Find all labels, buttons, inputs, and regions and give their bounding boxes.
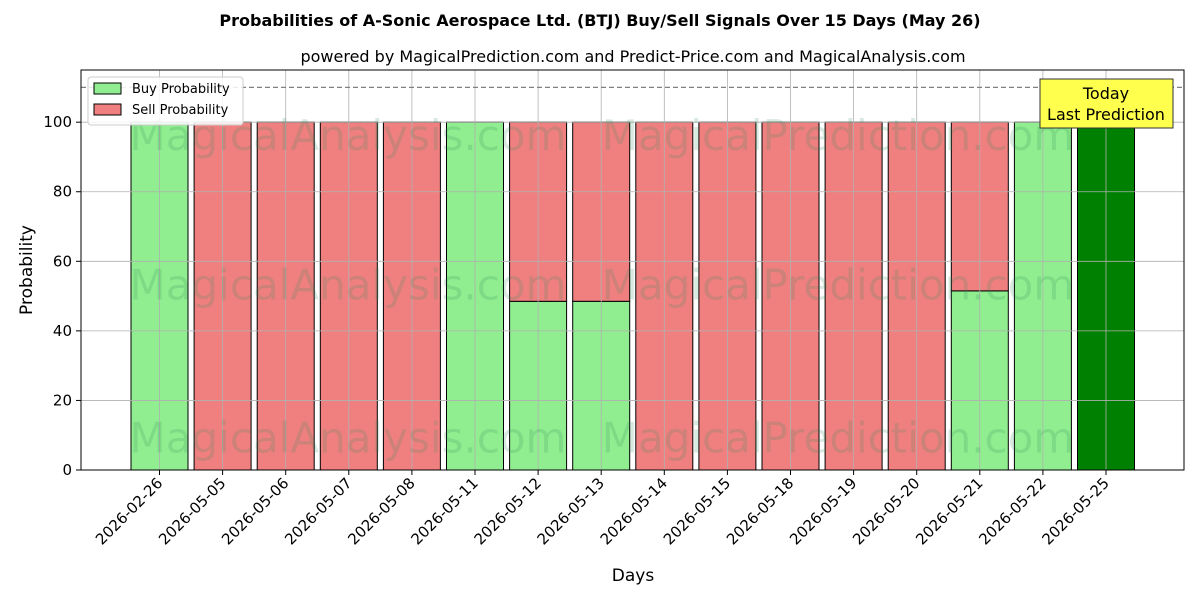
x-tick-label: 2026-05-08 — [344, 474, 418, 548]
x-tick-label: 2026-05-25 — [1038, 474, 1112, 548]
x-tick-label: 2026-05-14 — [597, 474, 671, 548]
today-annotation-text: Last Prediction — [1047, 105, 1165, 124]
y-tick-label: 80 — [53, 183, 72, 201]
x-tick-label: 2026-05-06 — [218, 474, 292, 548]
x-tick-label: 2026-05-12 — [471, 474, 545, 548]
x-tick-label: 2026-05-20 — [849, 474, 923, 548]
x-axis-label: Days — [612, 566, 655, 586]
watermark-text: MagicalPrediction.com — [602, 111, 1075, 160]
x-tick-label: 2026-05-15 — [660, 474, 734, 548]
y-axis-label: Probability — [17, 225, 37, 315]
x-tick-label: 2026-05-18 — [723, 474, 797, 548]
legend-swatch — [93, 103, 122, 116]
plot-frame — [80, 69, 1185, 471]
legend-box — [87, 76, 244, 126]
legend-label: Sell Probability — [132, 103, 229, 118]
y-tick-label: 60 — [53, 252, 72, 270]
watermark-text: MagicalAnalysis.com — [130, 261, 567, 310]
x-tick-label: 2026-05-22 — [975, 474, 1049, 548]
x-tick-label: 2026-02-26 — [92, 474, 166, 548]
x-tick-label: 2026-05-05 — [155, 474, 229, 548]
watermark-text: MagicalPrediction.com — [602, 414, 1075, 463]
x-tick-label: 2026-05-11 — [407, 474, 481, 548]
x-tick-label: 2026-05-19 — [786, 474, 860, 548]
x-tick-label: 2026-05-21 — [912, 474, 986, 548]
plot-area: MagicalAnalysis.com MagicalPrediction.com… — [43, 69, 1185, 548]
x-tick-label: 2026-05-13 — [534, 474, 608, 548]
today-annotation-box — [1039, 78, 1174, 129]
legend-label: Buy Probability — [132, 82, 230, 97]
y-tick-label: 0 — [62, 461, 72, 479]
y-tick-label: 100 — [43, 113, 72, 131]
chart-subtitle: powered by MagicalPrediction.com and Pre… — [300, 47, 965, 66]
today-annotation-text: Today — [1082, 84, 1129, 103]
y-tick-label: 20 — [53, 391, 72, 409]
watermark-text: MagicalAnalysis.com — [130, 414, 567, 463]
y-tick-label: 40 — [53, 322, 72, 340]
legend-swatch — [93, 82, 122, 95]
watermark-text: MagicalPrediction.com — [602, 261, 1075, 310]
x-tick-label: 2026-05-07 — [281, 474, 355, 548]
chart-title: Probabilities of A-Sonic Aerospace Ltd. … — [219, 11, 980, 30]
